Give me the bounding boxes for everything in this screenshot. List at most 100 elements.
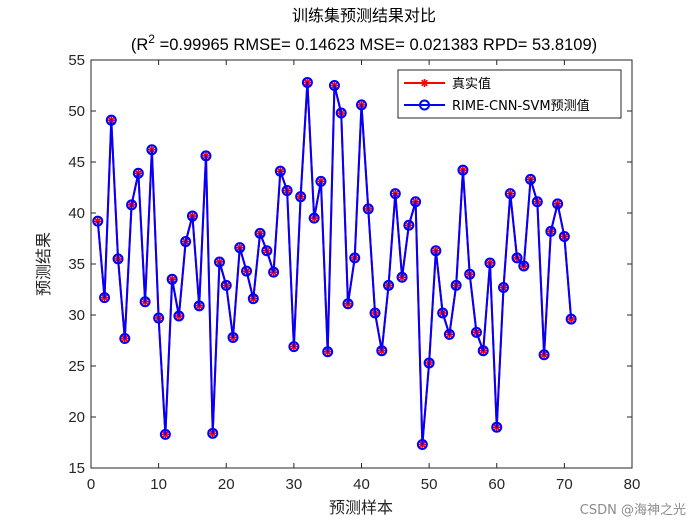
- data-point-circle: [470, 326, 482, 338]
- data-point-circle: [315, 175, 327, 187]
- data-point-circle: [450, 279, 462, 291]
- data-point-circle: [166, 273, 178, 285]
- data-point-circle: [491, 421, 503, 433]
- x-tick-label: 10: [150, 476, 167, 493]
- y-axis: 15 20 25 30 35 40 45 50 55: [68, 52, 632, 477]
- y-axis-label: 预测结果: [34, 232, 53, 296]
- x-tick-label: 70: [556, 476, 573, 493]
- data-point-circle: [558, 230, 570, 242]
- data-point-circle: [518, 260, 530, 272]
- data-point-star: [93, 217, 102, 226]
- data-point-circle: [139, 296, 151, 308]
- subtitle-superscript: 2: [148, 32, 155, 46]
- plot-area: [90, 59, 633, 469]
- data-point-circle: [369, 307, 381, 319]
- data-point-circle: [220, 279, 232, 291]
- x-tick-label: 60: [488, 476, 505, 493]
- data-point-circle: [126, 199, 138, 211]
- series-predicted: [92, 76, 577, 451]
- data-point-circle: [288, 341, 300, 353]
- data-point-circle: [254, 227, 266, 239]
- data-point-circle: [261, 245, 273, 257]
- legend-label-actual: 真实值: [452, 76, 491, 92]
- data-point-circle: [335, 107, 347, 119]
- subtitle-prefix: (R: [131, 36, 148, 54]
- y-tick-label: 40: [68, 205, 85, 222]
- data-point-circle: [132, 167, 144, 179]
- data-point-circle: [443, 328, 455, 340]
- data-point-circle: [531, 196, 543, 208]
- data-point-circle: [234, 242, 246, 254]
- data-point-circle: [342, 298, 354, 310]
- data-point-circle: [119, 332, 131, 344]
- data-point-circle: [396, 271, 408, 283]
- data-point-circle: [213, 256, 225, 268]
- data-point-circle: [423, 357, 435, 369]
- subtitle-metrics: =0.99965 RMSE= 0.14623 MSE= 0.021383 RPD…: [155, 36, 597, 54]
- y-tick-label: 25: [68, 358, 85, 375]
- data-point-circle: [301, 76, 313, 88]
- y-tick-label: 15: [68, 460, 85, 477]
- data-point-circle: [464, 268, 476, 280]
- data-point-circle: [437, 307, 449, 319]
- data-point-circle: [538, 349, 550, 361]
- data-point-circle: [295, 191, 307, 203]
- data-point-circle: [511, 252, 523, 264]
- y-tick-label: 45: [68, 154, 85, 171]
- legend-label-predicted: RIME-CNN-SVM预测值: [452, 98, 590, 114]
- series-layer: [92, 76, 577, 451]
- chart-title: 训练集预测结果对比: [292, 6, 436, 25]
- data-point-circle: [146, 144, 158, 156]
- x-tick-label: 0: [87, 476, 95, 493]
- x-tick-label: 50: [421, 476, 438, 493]
- data-point-circle: [328, 80, 340, 91]
- y-tick-label: 35: [68, 256, 85, 273]
- legend-star-glyph: [420, 79, 429, 87]
- x-tick-label: 30: [286, 476, 303, 493]
- x-tick-label: 40: [353, 476, 370, 493]
- data-point-star: [567, 315, 576, 324]
- y-tick-label: 20: [68, 409, 85, 426]
- data-point-circle: [99, 292, 111, 304]
- data-point-circle: [227, 331, 239, 343]
- data-point-circle: [281, 185, 293, 197]
- data-point-circle: [477, 345, 489, 357]
- data-point-circle: [484, 257, 496, 269]
- data-point-circle: [247, 293, 259, 305]
- data-point-circle: [92, 215, 104, 227]
- data-point-circle: [498, 281, 510, 293]
- data-point-circle: [545, 225, 557, 237]
- data-point-circle: [207, 427, 219, 439]
- x-tick-label: 80: [624, 476, 641, 493]
- data-point-circle: [457, 164, 469, 176]
- data-point-circle: [430, 245, 442, 257]
- data-point-circle: [410, 196, 422, 208]
- data-point-circle: [383, 279, 395, 291]
- data-point-circle: [504, 188, 516, 200]
- x-tick-label: 20: [218, 476, 235, 493]
- series-line: [96, 81, 573, 446]
- chart-subtitle: (R2 =0.99965 RMSE= 0.14623 MSE= 0.021383…: [131, 32, 597, 54]
- data-point-circle: [349, 252, 361, 264]
- data-point-circle: [241, 265, 253, 277]
- data-point-circle: [153, 312, 165, 324]
- y-tick-label: 50: [68, 103, 85, 120]
- data-point-circle: [186, 210, 198, 222]
- data-point-circle: [193, 300, 205, 312]
- data-point-circle: [362, 203, 374, 215]
- data-point-circle: [525, 173, 537, 185]
- data-point-circle: [200, 150, 212, 162]
- data-point-circle: [356, 99, 367, 111]
- data-point-circle: [376, 345, 388, 357]
- watermark: CSDN @海神之光: [580, 503, 686, 518]
- data-point-circle: [274, 165, 286, 177]
- data-point-circle: [173, 310, 185, 322]
- y-tick-label: 55: [68, 52, 85, 69]
- data-point-circle: [565, 313, 577, 325]
- x-axis: 0 10 20 30 40 50 60 70 80: [87, 60, 641, 493]
- data-point-circle: [105, 114, 117, 126]
- legend: 真实值 RIME-CNN-SVM预测值: [397, 69, 622, 119]
- legend-circle-marker: [419, 99, 430, 111]
- legend-star-marker: [420, 79, 429, 87]
